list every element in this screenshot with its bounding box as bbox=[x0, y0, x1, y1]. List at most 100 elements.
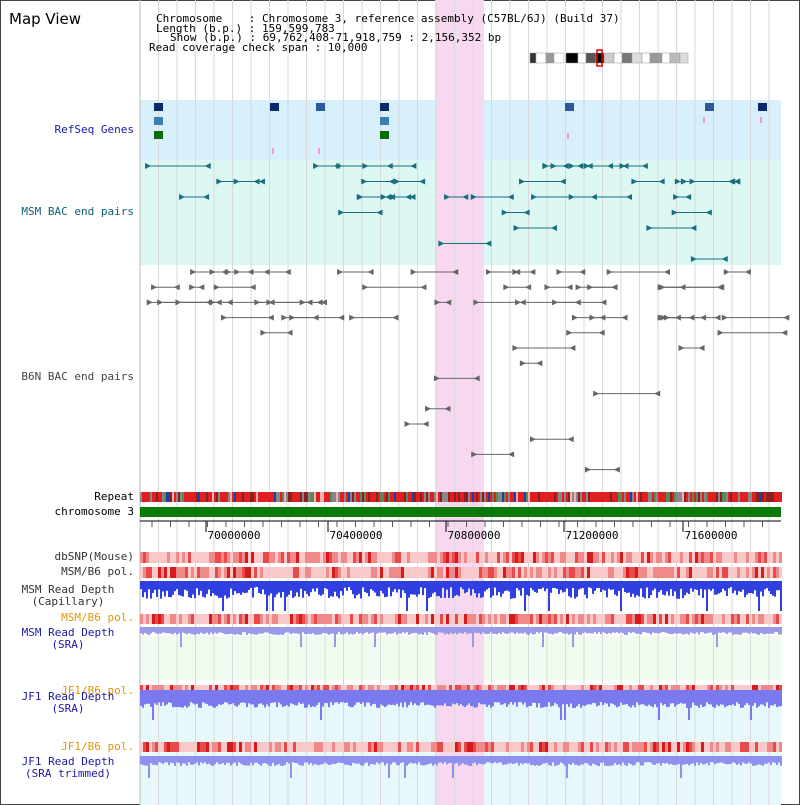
jf1-depth-sra-bar bbox=[258, 690, 260, 704]
repeat-segment bbox=[180, 492, 182, 502]
dbsnp-heat bbox=[293, 552, 296, 563]
repeat-segment bbox=[700, 492, 702, 502]
msm-depth-sra-bar bbox=[676, 627, 678, 634]
msm-b6-pol-heat bbox=[530, 567, 533, 578]
jf1-depth-sra-bar bbox=[182, 690, 184, 708]
track-label-b6n-bac[interactable]: B6N BAC end pairs bbox=[21, 370, 134, 383]
msm-b6-pol-heat bbox=[512, 614, 515, 624]
jf1-depth-trimmed-bar bbox=[482, 756, 484, 765]
jf1-depth-sra-bar bbox=[690, 690, 692, 708]
jf1-depth-sra-bar bbox=[670, 690, 672, 704]
jf1-depth-trimmed-bar bbox=[770, 756, 772, 766]
msm-depth-sra-bar bbox=[672, 627, 674, 635]
msm-b6-pol-heat bbox=[764, 567, 767, 578]
repeat-segment bbox=[604, 492, 606, 502]
jf1-depth-sra-bar bbox=[254, 690, 256, 708]
jf1-depth-sra-bar bbox=[660, 690, 662, 703]
track-label-jf1-depth-sra[interactable]: JF1 Read Depth (SRA) bbox=[21, 690, 115, 715]
jf1-depth-sra-bar bbox=[548, 690, 550, 703]
msm-depth-sra-bar bbox=[682, 627, 684, 635]
jf1-depth-trimmed-bar bbox=[184, 756, 186, 764]
repeat-segment bbox=[240, 492, 242, 502]
msm-bac-end bbox=[685, 194, 692, 200]
track-label-jf1-b6-pol-2[interactable]: JF1/B6 pol. bbox=[61, 740, 134, 753]
msm-depth-sra-bar bbox=[280, 627, 282, 635]
msm-b6-pol-heat bbox=[734, 567, 737, 578]
jf1-depth-sra-bar bbox=[720, 690, 722, 705]
repeat-segment bbox=[532, 492, 534, 502]
msm-depth-capillary-bar bbox=[226, 581, 228, 599]
msm-b6-pol-heat bbox=[668, 567, 671, 578]
dbsnp-heat bbox=[308, 552, 311, 563]
msm-b6-pol-heat bbox=[770, 567, 773, 578]
track-label-msm-b6-pol-2[interactable]: MSM/B6 pol. bbox=[61, 611, 134, 624]
repeat-segment bbox=[380, 492, 382, 502]
jf1-depth-sra-bar bbox=[618, 690, 620, 707]
jf1-depth-sra-bar bbox=[550, 690, 552, 707]
msm-depth-sra-bar bbox=[178, 627, 180, 634]
jf1-depth-sra-bar bbox=[562, 690, 564, 705]
msm-depth-sra-bar bbox=[442, 627, 444, 633]
jf1-depth-trimmed-bar bbox=[734, 756, 736, 764]
jf1-b6-pol-heat bbox=[728, 742, 731, 752]
msm-depth-capillary-bar bbox=[186, 581, 188, 591]
msm-depth-sra-bar bbox=[232, 627, 234, 634]
msm-b6-pol-heat bbox=[284, 567, 287, 578]
repeat-segment bbox=[176, 492, 178, 502]
dbsnp-heat bbox=[314, 552, 317, 563]
msm-b6-pol-heat bbox=[707, 567, 710, 578]
track-label-msm-depth-sra[interactable]: MSM Read Depth (SRA) bbox=[21, 626, 115, 651]
dbsnp-heat bbox=[257, 552, 260, 563]
jf1-depth-trimmed-bar bbox=[662, 756, 664, 763]
repeat-segment bbox=[760, 492, 762, 502]
jf1-depth-trimmed-bar bbox=[608, 756, 610, 766]
dbsnp-heat bbox=[620, 552, 623, 563]
jf1-b6-pol-heat bbox=[479, 742, 482, 752]
track-label-repeat[interactable]: Repeat bbox=[94, 490, 134, 503]
msm-depth-capillary-bar bbox=[596, 581, 598, 589]
jf1-depth-trimmed-bar bbox=[256, 756, 258, 763]
axis-tick-label: 70400000 bbox=[330, 529, 383, 542]
msm-depth-sra-bar bbox=[632, 627, 634, 633]
track-label-msm-b6-pol-1[interactable]: MSM/B6 pol. bbox=[61, 565, 134, 578]
jf1-b6-pol-heat bbox=[758, 742, 761, 752]
track-label-jf1-depth-trimmed[interactable]: JF1 Read Depth (SRA trimmed) bbox=[21, 755, 115, 780]
track-label-msm-depth-capillary[interactable]: MSM Read Depth (Capillary) bbox=[21, 583, 115, 608]
msm-depth-sra-bar bbox=[646, 627, 648, 633]
track-label-refseq[interactable]: RefSeq Genes bbox=[54, 123, 134, 136]
msm-b6-pol-heat bbox=[533, 614, 536, 624]
msm-depth-capillary-bar bbox=[422, 581, 424, 596]
msm-depth-sra-bar bbox=[558, 627, 560, 633]
refseq-gene bbox=[705, 103, 714, 111]
msm-depth-capillary-bar bbox=[298, 581, 300, 597]
msm-b6-pol-heat bbox=[743, 614, 746, 624]
jf1-depth-sra-bar bbox=[210, 690, 212, 706]
msm-depth-capillary-bar bbox=[718, 581, 720, 594]
msm-b6-pol-heat bbox=[467, 614, 470, 624]
jf1-depth-sra-bar bbox=[294, 690, 296, 706]
msm-depth-capillary-bar bbox=[280, 581, 282, 598]
track-label-dbsnp[interactable]: dbSNP(Mouse) bbox=[54, 550, 134, 563]
jf1-b6-pol-heat bbox=[326, 742, 329, 752]
track-label-msm-bac[interactable]: MSM BAC end pairs bbox=[21, 205, 134, 218]
b6n-bac-end bbox=[781, 329, 788, 336]
jf1-depth-trimmed-bar bbox=[776, 756, 778, 766]
jf1-b6-pol-heat bbox=[398, 742, 401, 752]
msm-depth-sra-bar bbox=[142, 627, 144, 635]
msm-depth-capillary-bar bbox=[492, 581, 494, 596]
b6n-bac-end bbox=[744, 269, 751, 275]
dbsnp-heat bbox=[320, 552, 323, 563]
msm-depth-capillary-bar bbox=[656, 581, 658, 598]
track-label-jf1-b6-pol-1[interactable]: JF1/B6 pol. bbox=[61, 684, 134, 697]
dbsnp-heat bbox=[251, 552, 254, 563]
msm-depth-capillary-bar bbox=[590, 581, 592, 589]
b6n-bac-end bbox=[198, 284, 205, 291]
jf1-depth-sra-bar bbox=[322, 690, 324, 707]
msm-depth-sra-bar bbox=[344, 627, 346, 634]
msm-b6-pol-heat bbox=[305, 614, 308, 624]
jf1-depth-trimmed-bar bbox=[664, 756, 666, 764]
msm-depth-capillary-bar bbox=[426, 581, 428, 611]
msm-depth-sra-bar bbox=[240, 627, 242, 635]
msm-b6-pol-heat bbox=[209, 567, 212, 578]
